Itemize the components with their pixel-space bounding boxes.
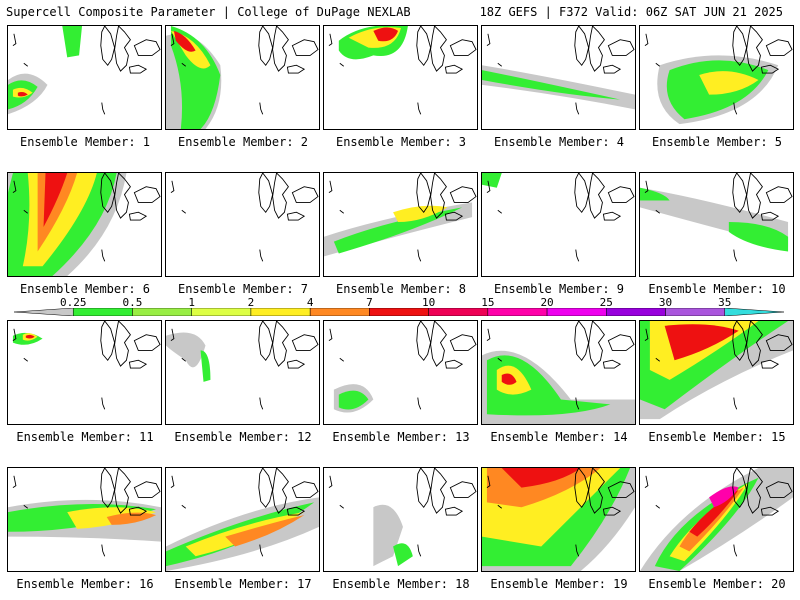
valid-time: 18Z GEFS | F372 Valid: 06Z SAT JUN 21 20… xyxy=(479,5,783,19)
ensemble-map-6 xyxy=(7,172,162,277)
colorbar-tick-label: 35 xyxy=(718,296,732,309)
colorbar-tick-label: 25 xyxy=(599,296,613,309)
ensemble-member-label: Ensemble Member: 2 xyxy=(177,135,309,149)
ensemble-member-label: Ensemble Member: 20 xyxy=(648,577,786,591)
ensemble-member-label: Ensemble Member: 16 xyxy=(16,577,154,591)
ensemble-map-7 xyxy=(165,172,320,277)
ensemble-member-label: Ensemble Member: 18 xyxy=(332,577,470,591)
ensemble-map-17 xyxy=(165,467,320,572)
ensemble-map-9 xyxy=(481,172,636,277)
ensemble-member-label: Ensemble Member: 1 xyxy=(19,135,151,149)
ensemble-member-label: Ensemble Member: 7 xyxy=(177,282,309,296)
ensemble-map-14 xyxy=(481,320,636,425)
ensemble-member-label: Ensemble Member: 5 xyxy=(651,135,783,149)
colorbar-swatch xyxy=(72,308,133,316)
ensemble-member-label: Ensemble Member: 12 xyxy=(174,430,312,444)
colorbar-tick-label: 10 xyxy=(421,296,436,309)
ensemble-member-label: Ensemble Member: 10 xyxy=(648,282,786,296)
colorbar-tick-label: 30 xyxy=(658,296,673,309)
colorbar-tick-label: 4 xyxy=(306,296,314,309)
colorbar-swatch xyxy=(369,308,429,316)
ensemble-map-4 xyxy=(481,25,636,130)
colorbar-tick-label: 0.5 xyxy=(122,296,143,309)
ensemble-member-label: Ensemble Member: 17 xyxy=(174,577,312,591)
colorbar-swatch xyxy=(250,308,311,316)
ensemble-map-3 xyxy=(323,25,478,130)
ensemble-member-label: Ensemble Member: 9 xyxy=(493,282,625,296)
colorbar-swatch xyxy=(546,308,607,316)
ensemble-member-label: Ensemble Member: 4 xyxy=(493,135,625,149)
colorbar-tick-label: 7 xyxy=(366,296,373,309)
ensemble-map-8 xyxy=(323,172,478,277)
colorbar-swatch xyxy=(309,308,370,316)
ensemble-member-label: Ensemble Member: 15 xyxy=(648,430,786,444)
colorbar-swatch xyxy=(665,308,726,316)
colorbar-swatch xyxy=(428,308,489,316)
colorbar-strip xyxy=(14,308,784,316)
ensemble-map-12 xyxy=(165,320,320,425)
colorbar-swatch xyxy=(14,308,74,316)
ensemble-map-1 xyxy=(7,25,162,130)
ensemble-map-13 xyxy=(323,320,478,425)
ensemble-member-label: Ensemble Member: 8 xyxy=(335,282,467,296)
ensemble-member-label: Ensemble Member: 3 xyxy=(335,135,467,149)
ensemble-member-label: Ensemble Member: 14 xyxy=(490,430,628,444)
colorbar-swatch xyxy=(606,308,666,316)
ensemble-map-16 xyxy=(7,467,162,572)
ensemble-map-19 xyxy=(481,467,636,572)
ensemble-member-label: Ensemble Member: 19 xyxy=(490,577,628,591)
ensemble-map-11 xyxy=(7,320,162,425)
ensemble-map-5 xyxy=(639,25,794,130)
colorbar-tick-label: 2 xyxy=(247,296,255,309)
colorbar-tick-label: 15 xyxy=(481,296,495,309)
ensemble-map-15 xyxy=(639,320,794,425)
ensemble-map-18 xyxy=(323,467,478,572)
colorbar-swatch xyxy=(132,308,192,316)
map-title: Supercell Composite Parameter | College … xyxy=(6,5,411,19)
ensemble-member-label: Ensemble Member: 6 xyxy=(19,282,151,296)
colorbar-tick-label: 0.25 xyxy=(59,296,87,309)
ensemble-map-10 xyxy=(639,172,794,277)
ensemble-member-label: Ensemble Member: 11 xyxy=(16,430,154,444)
colorbar-tick-label: 20 xyxy=(540,296,554,309)
ensemble-map-2 xyxy=(165,25,320,130)
colorbar-swatch xyxy=(487,308,548,316)
colorbar-swatch xyxy=(724,308,784,316)
ensemble-map-20 xyxy=(639,467,794,572)
colorbar-swatch xyxy=(191,308,252,316)
colorbar-tick-label: 1 xyxy=(188,296,195,309)
ensemble-member-label: Ensemble Member: 13 xyxy=(332,430,470,444)
